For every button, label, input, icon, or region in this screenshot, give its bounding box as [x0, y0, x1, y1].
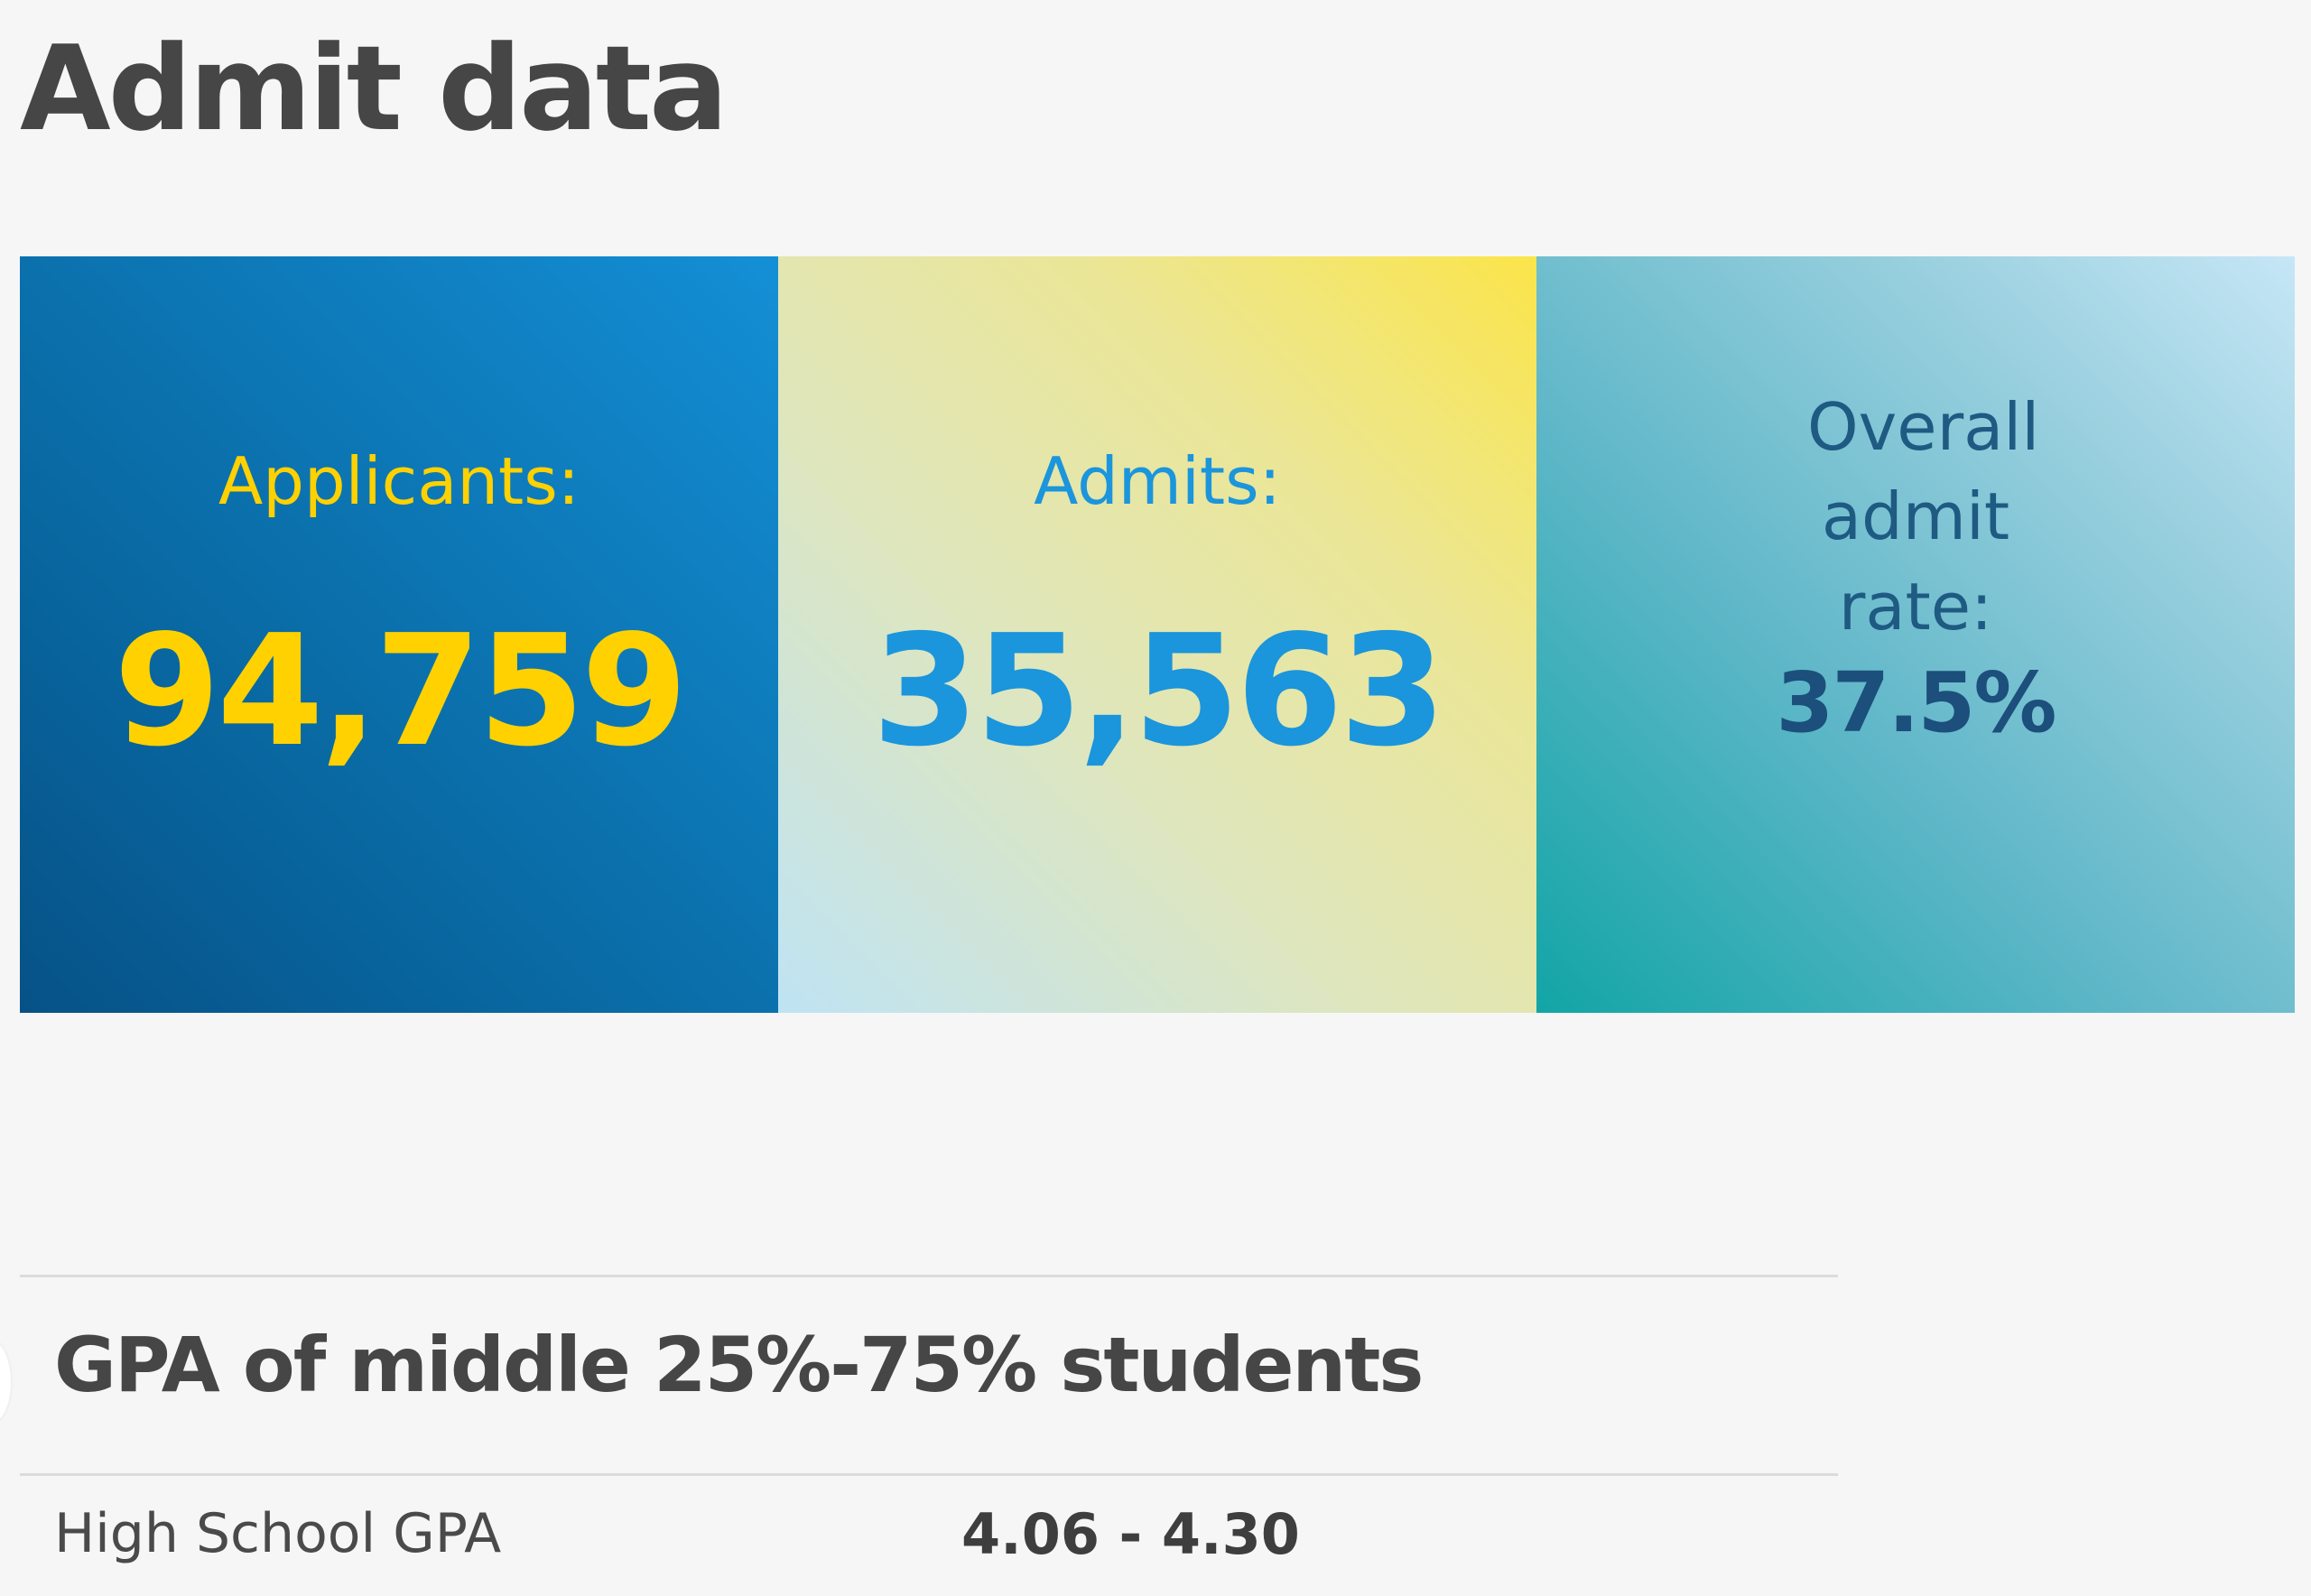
- section-divider-bottom: [20, 1473, 1838, 1476]
- admit-rate-label: Overall admit rate:: [1807, 389, 2040, 645]
- admits-label: Admits:: [1034, 443, 1281, 519]
- applicants-value: 94,759: [113, 602, 688, 781]
- applicants-label: Applicants:: [218, 443, 580, 519]
- admits-value: 35,563: [871, 602, 1446, 781]
- gpa-section-title: GPA of middle 25%-75% students: [54, 1321, 1424, 1409]
- gpa-row-label: High School GPA: [54, 1502, 502, 1565]
- admits-card: Admits: 35,563: [778, 256, 1536, 1013]
- applicants-card: Applicants: 94,759: [20, 256, 778, 1013]
- section-divider-top: [20, 1275, 1838, 1277]
- admit-rate-card: Overall admit rate: 37.5%: [1536, 256, 2295, 1013]
- gpa-row: High School GPA 4.06 - 4.30: [54, 1499, 1769, 1571]
- page-title: Admit data: [20, 20, 729, 157]
- admit-stats-panel: Applicants: 94,759 Admits: 35,563 Overal…: [20, 256, 2295, 1013]
- admit-rate-value: 37.5%: [1776, 654, 2056, 751]
- gpa-row-value: 4.06 - 4.30: [961, 1501, 1300, 1567]
- scroll-edge-marker[interactable]: [0, 1341, 11, 1423]
